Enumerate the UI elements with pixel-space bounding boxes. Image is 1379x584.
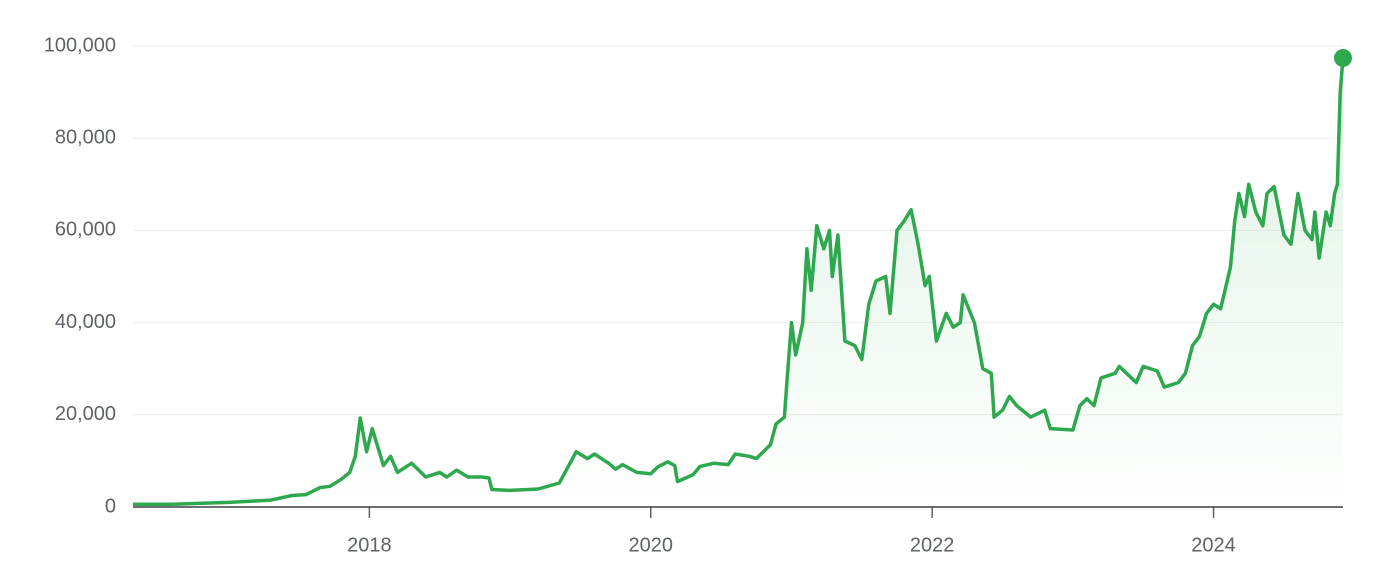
area-fill	[133, 58, 1343, 507]
y-tick-label: 100,000	[44, 34, 116, 56]
x-tick-label: 2024	[1191, 534, 1236, 556]
last-point	[1334, 48, 1352, 67]
y-tick-label: 20,000	[55, 403, 116, 425]
x-tick-label: 2018	[347, 534, 392, 556]
y-tick-label: 80,000	[55, 126, 116, 148]
price-line	[133, 57, 1345, 506]
y-tick-label: 40,000	[55, 311, 116, 333]
x-tick-label: 2020	[629, 534, 674, 556]
x-tick-label: 2022	[910, 534, 955, 556]
y-tick-label: 60,000	[55, 219, 116, 241]
y-tick-label: 0	[105, 495, 116, 517]
